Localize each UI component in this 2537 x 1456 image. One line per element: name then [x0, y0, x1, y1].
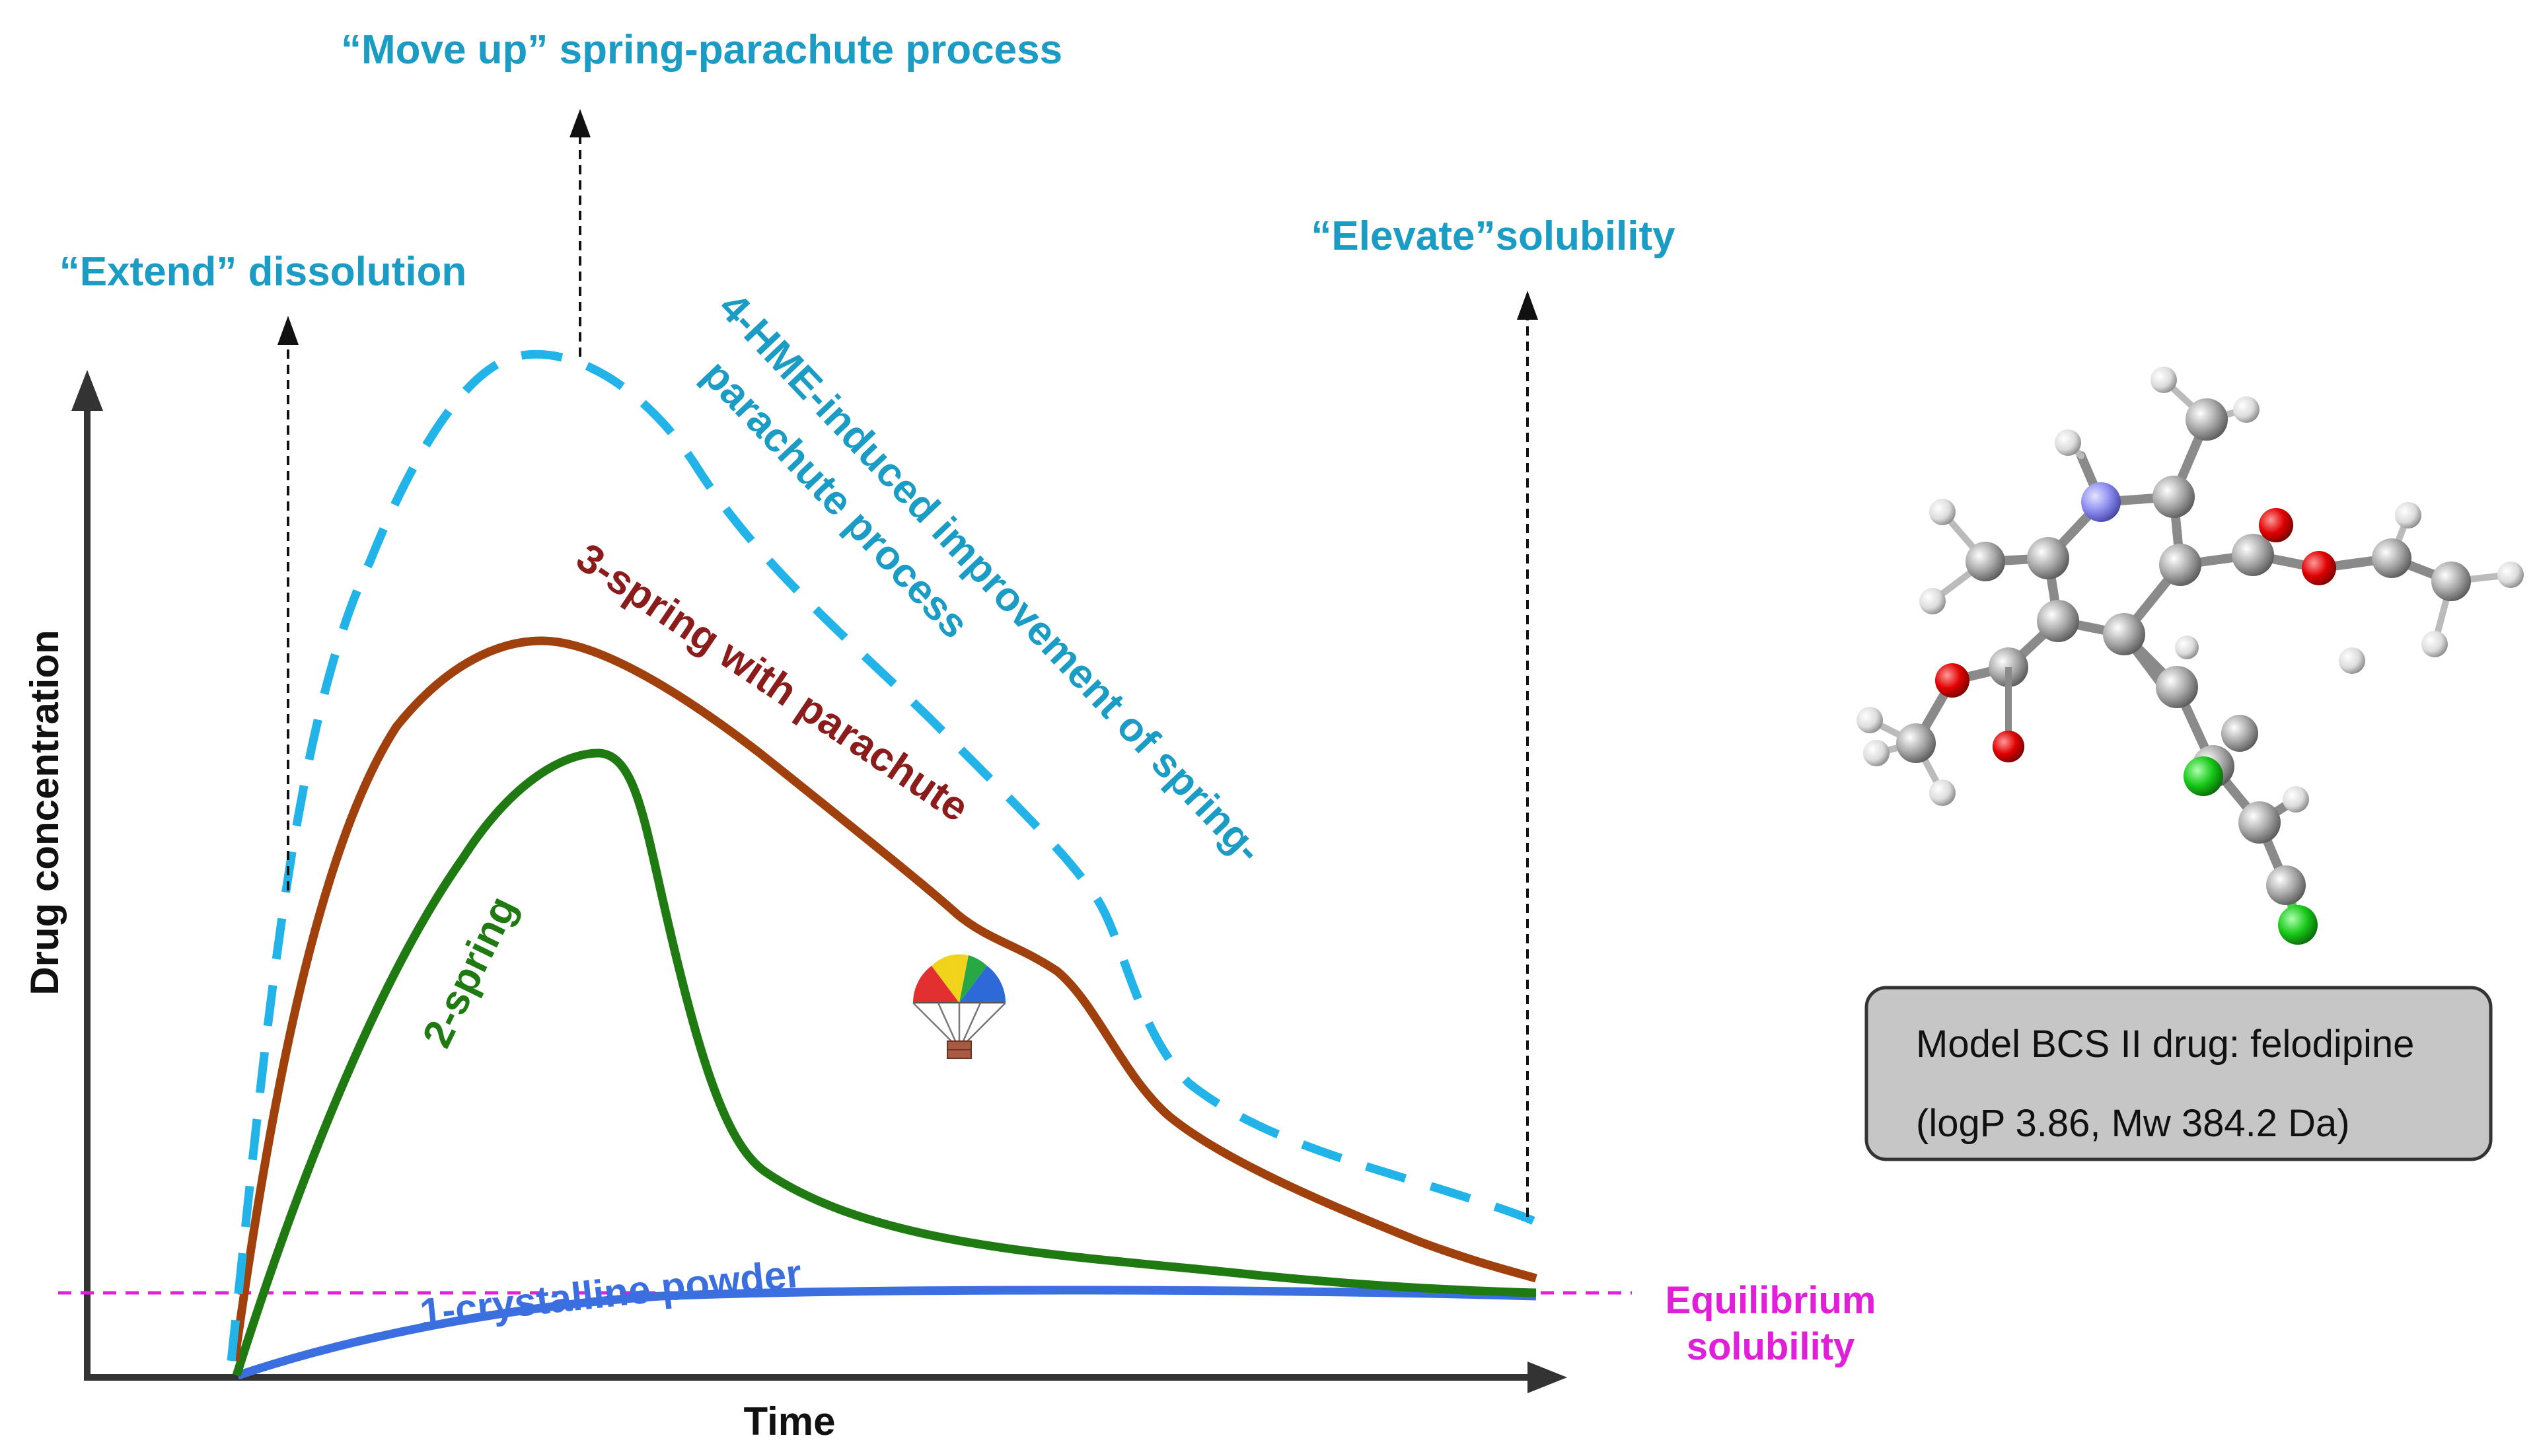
move-up-arrow-head-icon	[570, 109, 591, 137]
parachute-icon	[912, 954, 1006, 1059]
extend-arrow-head-icon	[277, 316, 299, 345]
equilibrium-label-line1: Equilibrium	[1666, 1279, 1876, 1322]
drug-info-box: Model BCS II drug: felodipine (logP 3.86…	[1864, 986, 2493, 1161]
elevate-arrow-head-icon	[1517, 291, 1538, 320]
x-axis-label: Time	[744, 1399, 836, 1443]
curve-crystalline-powder	[236, 1286, 1537, 1380]
curve-hme-dashed	[227, 349, 1538, 1362]
drug-info-line2: (logP 3.86, Mw 384.2 Da)	[1916, 1102, 2350, 1145]
y-axis-arrow-icon	[71, 370, 103, 411]
extend-label: “Extend” dissolution	[59, 249, 467, 295]
elevate-label: “Elevate”solubility	[1311, 213, 1675, 259]
drug-info-box-frame	[1864, 986, 2493, 1161]
equilibrium-label-line2: solubility	[1687, 1325, 1855, 1368]
curve-spring	[232, 748, 1537, 1377]
x-axis-arrow-icon	[1527, 1362, 1567, 1393]
move-up-label: “Move up” spring-parachute process	[341, 27, 1062, 73]
felodipine-molecule-model	[1857, 367, 2524, 945]
crystalline-label: 1-crystalline powder	[418, 1251, 803, 1335]
axes	[71, 370, 1567, 1393]
y-axis-label: Drug concentration	[22, 630, 67, 995]
drug-info-line1: Model BCS II drug: felodipine	[1916, 1023, 2414, 1066]
curve-spring-with-parachute	[230, 636, 1537, 1362]
